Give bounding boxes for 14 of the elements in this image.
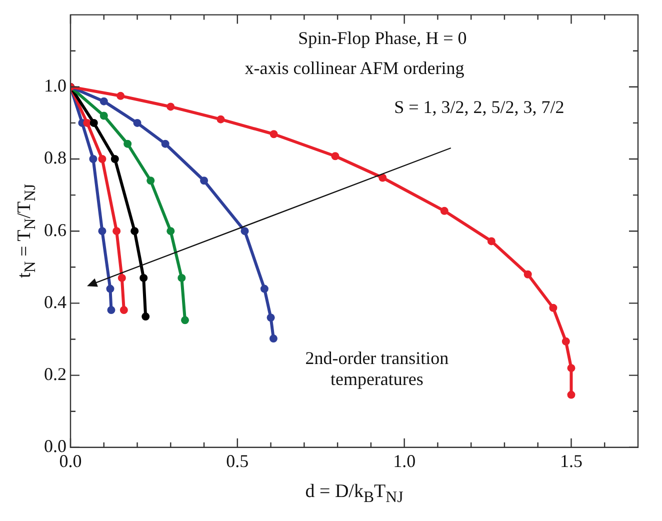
annotation: 2nd-order transition temperatures [304,348,450,390]
annotation: S = 1, 3/2, 2, 5/2, 3, 7/2 [394,96,564,118]
y-tick-label: 0.0 [44,436,66,456]
x-tick-label: 0.5 [226,450,249,471]
x-tick-label: 1.0 [393,450,416,471]
y-tick-label: 0.8 [44,148,66,168]
y-tick-label: 0.6 [44,220,66,240]
x-axis-title: d = D/k$_{B}$T$_{NJ}$ [305,481,404,508]
x-tick-label: 1.5 [560,450,582,471]
annotation: x-axis collinear AFM ordering [244,58,464,80]
y-tick-label: 1.0 [44,76,66,96]
y-tick-label: 0.4 [44,292,66,312]
y-tick-label: 0.2 [44,364,66,384]
annotation: Spin-Flop Phase, H = 0 [298,28,467,49]
